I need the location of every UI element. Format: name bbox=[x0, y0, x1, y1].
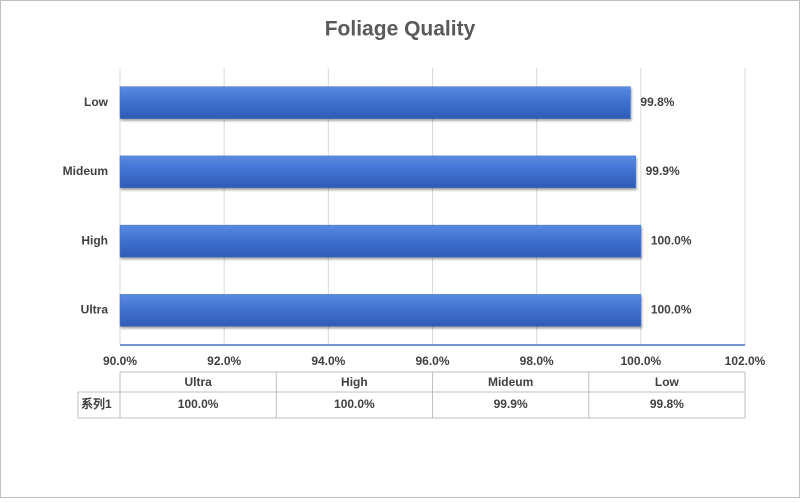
data-label: 100.0% bbox=[651, 303, 692, 317]
table-cell: 99.9% bbox=[494, 397, 528, 411]
x-tick-label: 98.0% bbox=[520, 354, 554, 368]
data-label: 99.8% bbox=[640, 95, 674, 109]
table-cell: 100.0% bbox=[178, 397, 219, 411]
x-tick-label: 90.0% bbox=[103, 354, 137, 368]
x-tick-label: 102.0% bbox=[725, 354, 766, 368]
table-cell: 99.8% bbox=[650, 397, 684, 411]
legend-entry: 系列1 bbox=[81, 396, 112, 411]
table-cell: 100.0% bbox=[334, 397, 375, 411]
bar bbox=[119, 86, 631, 119]
x-tick-label: 96.0% bbox=[415, 354, 449, 368]
table-header: High bbox=[341, 375, 368, 389]
table-header: Ultra bbox=[184, 375, 212, 389]
y-tick-label: Low bbox=[84, 95, 109, 109]
x-tick-label: 94.0% bbox=[311, 354, 345, 368]
chart-title: Foliage Quality bbox=[325, 18, 476, 41]
bar bbox=[119, 224, 642, 258]
y-tick-label: Ultra bbox=[81, 303, 109, 317]
data-label: 100.0% bbox=[651, 233, 692, 247]
bar bbox=[119, 155, 636, 189]
y-tick-label: High bbox=[81, 233, 108, 247]
table-header: Low bbox=[655, 375, 680, 389]
bar bbox=[119, 294, 642, 327]
data-label: 99.9% bbox=[646, 164, 680, 178]
x-tick-label: 100.0% bbox=[620, 354, 661, 368]
table-header: Mideum bbox=[488, 375, 533, 389]
x-tick-label: 92.0% bbox=[207, 354, 241, 368]
y-tick-label: Mideum bbox=[63, 164, 108, 178]
